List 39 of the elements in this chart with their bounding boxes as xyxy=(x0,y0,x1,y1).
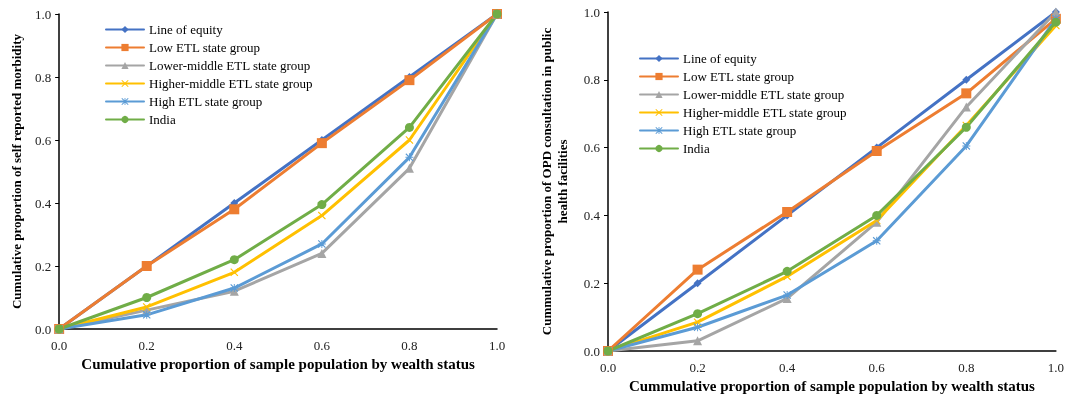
y-axis-title: Cummulative proportion of OPD consultation in public health facilities xyxy=(538,27,570,336)
x-tick-label: 0.6 xyxy=(313,338,331,353)
x-tick-label: 0.8 xyxy=(401,338,418,353)
legend-label: Lower-middle ETL state group xyxy=(149,58,311,73)
y-tick-label: 1.0 xyxy=(583,4,600,20)
x-tick-label: 0.8 xyxy=(958,360,975,375)
x-tick-label: 1.0 xyxy=(1047,360,1064,375)
y-axis-title: Cumulative proportion of self reported morbidity xyxy=(8,33,24,310)
legend-label: Low ETL state group xyxy=(149,40,261,55)
x-tick-label: 0.4 xyxy=(226,338,243,353)
legend-label: Lower-middle ETL state group xyxy=(683,87,845,102)
legend-label: Line of equity xyxy=(683,51,758,66)
legend-label: High ETL state group xyxy=(683,123,797,138)
x-tick-label: 1.0 xyxy=(488,338,506,353)
legend-label: India xyxy=(149,112,176,127)
x-tick-label: 0.6 xyxy=(868,360,886,375)
y-tick-label: 0.4 xyxy=(34,195,52,211)
legend-label: India xyxy=(683,141,710,156)
y-tick-label: 0.2 xyxy=(34,258,52,274)
x-axis-title: Cumulative proportion of sample population by wealth status xyxy=(81,356,475,373)
y-tick-label: 0.0 xyxy=(34,321,52,337)
x-tick-label: 0.2 xyxy=(689,360,706,375)
legend-label: Higher-middle ETL state group xyxy=(683,105,847,120)
x-axis-title: Cummulative proportion of sample population by wealth status xyxy=(628,378,1036,395)
y-tick-label: 0.8 xyxy=(34,69,52,85)
x-tick-label: 0.0 xyxy=(51,338,68,353)
y-tick-label: 0.6 xyxy=(34,132,52,148)
legend-label: High ETL state group xyxy=(149,94,263,109)
y-tick-label: 1.0 xyxy=(34,6,52,22)
legend-label: Higher-middle ETL state group xyxy=(149,76,313,91)
y-tick-label: 0.2 xyxy=(583,275,600,291)
y-tick-label: 0.8 xyxy=(583,72,600,88)
legend-label: Low ETL state group xyxy=(683,69,795,84)
x-tick-label: 0.0 xyxy=(599,360,617,375)
y-tick-label: 0.6 xyxy=(583,140,601,156)
x-tick-label: 0.4 xyxy=(779,360,796,375)
y-tick-label: 0.4 xyxy=(583,207,601,223)
x-tick-label: 0.2 xyxy=(138,338,155,353)
legend-label: Line of equity xyxy=(149,22,224,37)
